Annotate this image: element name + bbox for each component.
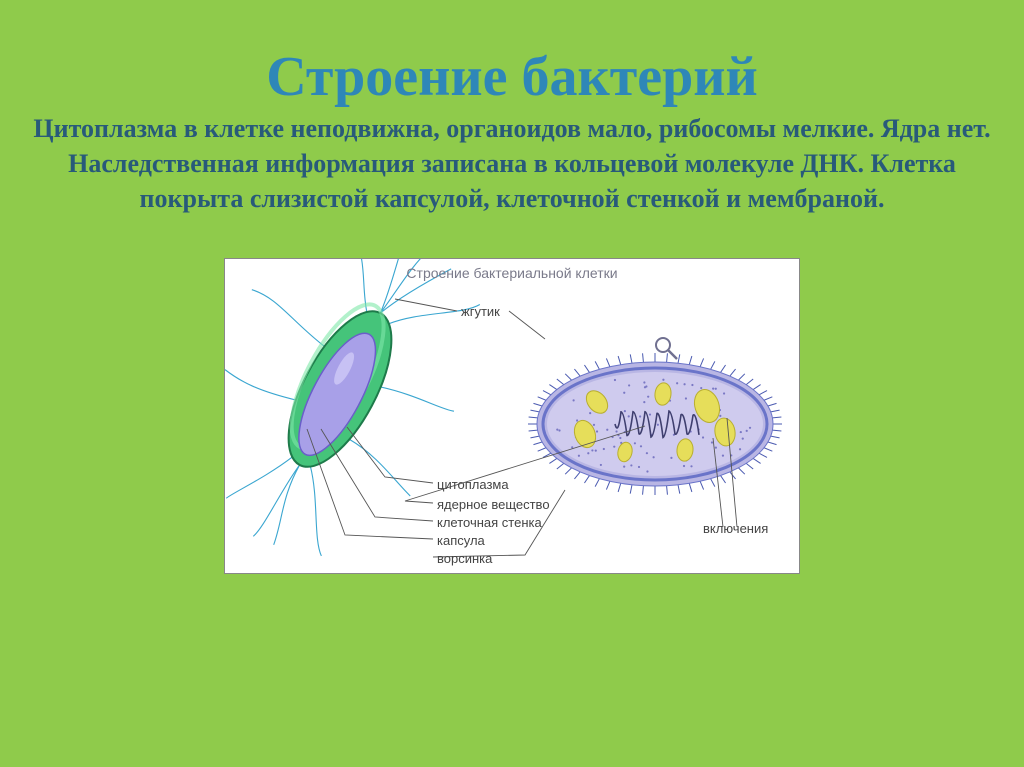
- label-pilus: ворсинка: [437, 551, 492, 566]
- label-capsule: капсула: [437, 533, 485, 548]
- slide-title: Строение бактерий: [0, 48, 1024, 107]
- slide-root: Строение бактерий Цитоплазма в клетке не…: [0, 0, 1024, 767]
- slide-subtitle: Цитоплазма в клетке неподвижна, органоид…: [0, 111, 1024, 216]
- label-nucleoid: ядерное вещество: [437, 497, 550, 512]
- label-cytoplasm: цитоплазма: [437, 477, 509, 492]
- diagram-container: Строение бактериальной клетки жгутик цит…: [224, 258, 800, 574]
- label-flagellum: жгутик: [461, 304, 500, 319]
- label-cellwall: клеточная стенка: [437, 515, 542, 530]
- diagram-title: Строение бактериальной клетки: [225, 265, 799, 281]
- label-inclusion: включения: [703, 521, 768, 536]
